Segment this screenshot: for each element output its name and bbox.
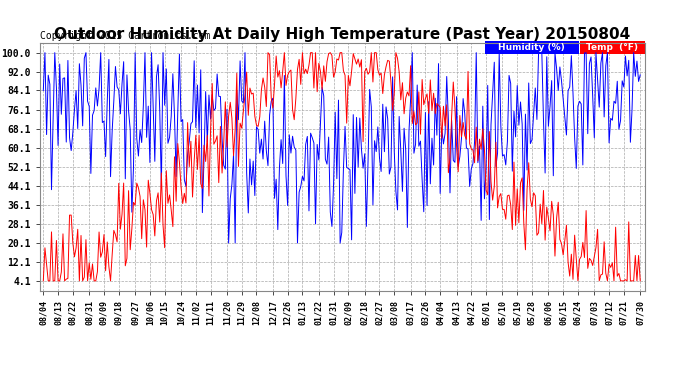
Title: Outdoor Humidity At Daily High Temperature (Past Year) 20150804: Outdoor Humidity At Daily High Temperatu… [55, 27, 631, 42]
Text: Copyright 2015 Cartronics.com: Copyright 2015 Cartronics.com [40, 31, 210, 40]
FancyBboxPatch shape [580, 40, 645, 54]
Text: Temp  (°F): Temp (°F) [586, 43, 638, 52]
FancyBboxPatch shape [485, 40, 579, 54]
Text: Humidity (%): Humidity (%) [498, 43, 565, 52]
